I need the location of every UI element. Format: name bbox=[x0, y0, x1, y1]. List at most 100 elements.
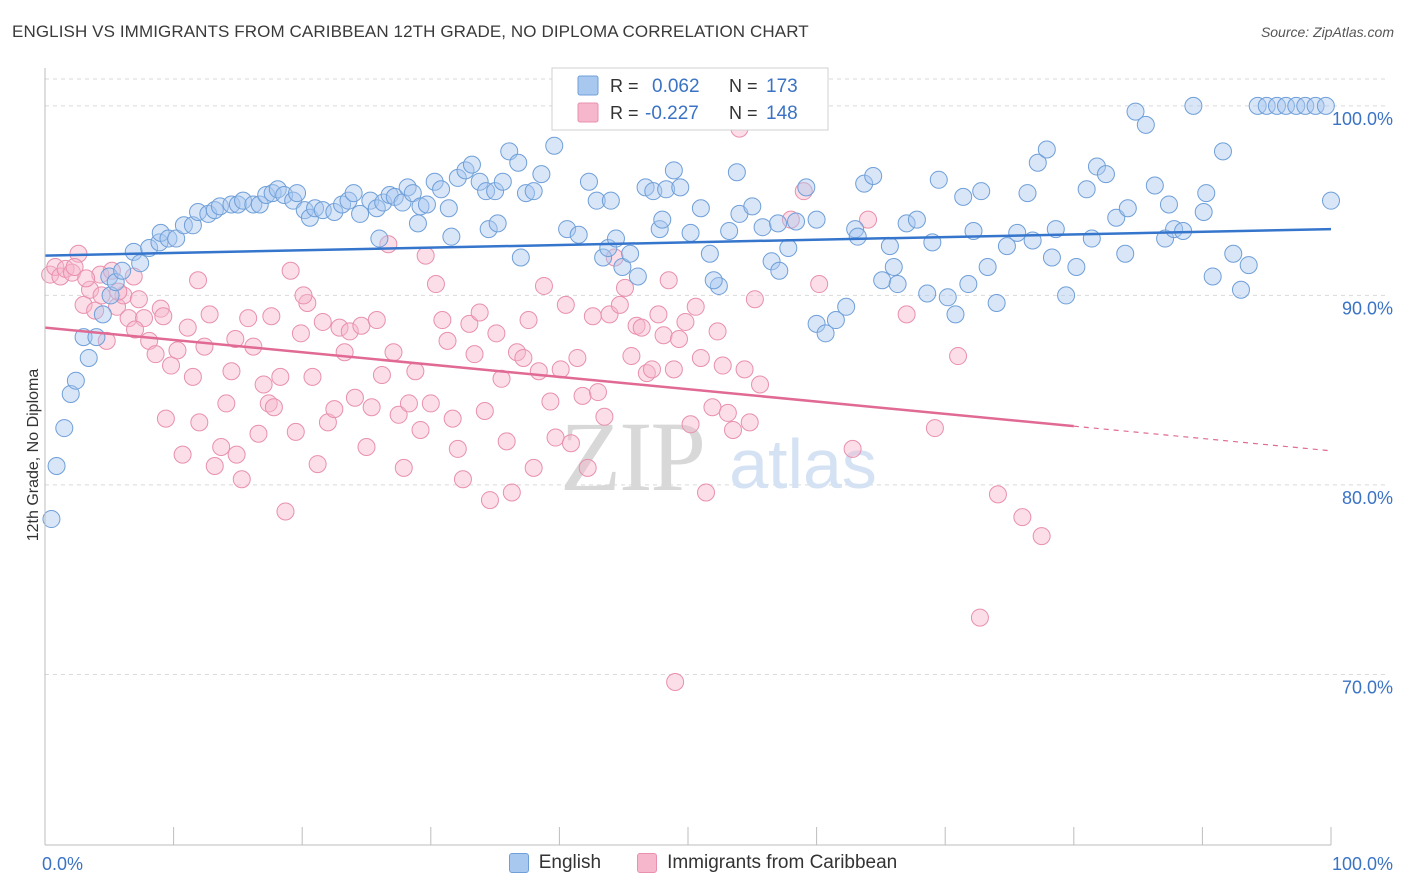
point-caribbean bbox=[406, 362, 425, 381]
point-english bbox=[462, 155, 481, 174]
point-caribbean bbox=[480, 491, 499, 510]
point-english bbox=[613, 257, 632, 276]
point-english bbox=[42, 510, 61, 529]
point-english bbox=[681, 223, 700, 242]
point-english bbox=[987, 293, 1006, 312]
point-caribbean bbox=[262, 307, 281, 326]
point-english bbox=[1194, 203, 1213, 222]
point-caribbean bbox=[666, 673, 685, 692]
point-caribbean bbox=[519, 311, 538, 330]
point-english bbox=[1239, 256, 1258, 275]
point-caribbean bbox=[168, 341, 187, 360]
point-english bbox=[183, 216, 202, 235]
point-english bbox=[1087, 157, 1106, 176]
point-english bbox=[398, 178, 417, 197]
point-english bbox=[425, 172, 444, 191]
point-caribbean bbox=[200, 305, 219, 324]
x-tick-label-min: 0.0% bbox=[42, 854, 83, 874]
point-english bbox=[846, 220, 865, 239]
point-english bbox=[1296, 96, 1315, 115]
point-english bbox=[628, 267, 647, 286]
point-english bbox=[938, 288, 957, 307]
point-english bbox=[657, 180, 676, 199]
point-caribbean bbox=[561, 434, 580, 453]
point-caribbean bbox=[664, 360, 683, 379]
point-english bbox=[1231, 280, 1250, 299]
point-english bbox=[837, 297, 856, 316]
trend-layer bbox=[44, 227, 1332, 452]
point-english bbox=[1159, 195, 1178, 214]
point-caribbean bbox=[697, 483, 716, 502]
stats-n-value-caribbean: 148 bbox=[766, 103, 798, 124]
point-caribbean bbox=[318, 413, 337, 432]
point-english bbox=[66, 371, 85, 390]
legend-label-caribbean: Immigrants from Caribbean bbox=[667, 852, 898, 873]
point-caribbean bbox=[949, 347, 968, 366]
point-caribbean bbox=[205, 456, 224, 475]
point-english bbox=[47, 456, 66, 475]
point-english bbox=[897, 214, 916, 233]
watermark-atlas: atlas bbox=[729, 425, 877, 503]
point-english bbox=[1028, 153, 1047, 172]
point-caribbean bbox=[411, 420, 430, 439]
point-caribbean bbox=[162, 356, 181, 375]
point-caribbean bbox=[713, 356, 732, 375]
point-caribbean bbox=[514, 348, 533, 367]
point-english bbox=[691, 199, 710, 218]
point-caribbean bbox=[77, 269, 96, 288]
point-caribbean bbox=[362, 398, 381, 417]
point-caribbean bbox=[421, 394, 440, 413]
point-caribbean bbox=[465, 345, 484, 364]
point-english bbox=[442, 227, 461, 246]
stats-r-label-english: R = bbox=[610, 76, 639, 96]
point-english bbox=[417, 195, 436, 214]
point-english bbox=[1116, 244, 1135, 263]
legend-item-caribbean[interactable]: Immigrants from Caribbean bbox=[637, 852, 897, 874]
stats-n-label-caribbean: N = bbox=[729, 103, 758, 123]
point-english bbox=[569, 225, 588, 244]
point-english bbox=[1136, 115, 1155, 134]
point-english bbox=[787, 212, 806, 231]
y-tick-label: 80.0% bbox=[1342, 488, 1393, 508]
point-caribbean bbox=[74, 295, 93, 314]
legend-swatch-english bbox=[508, 853, 529, 873]
point-english bbox=[579, 172, 598, 191]
point-caribbean bbox=[254, 375, 273, 394]
point-caribbean bbox=[497, 432, 516, 451]
point-english bbox=[370, 229, 389, 248]
point-english bbox=[234, 191, 253, 210]
point-english bbox=[1018, 184, 1037, 203]
point-caribbean bbox=[232, 470, 251, 489]
point-english bbox=[888, 275, 907, 294]
watermark-zip: ZIP bbox=[560, 401, 704, 512]
point-english bbox=[807, 210, 826, 229]
point-caribbean bbox=[433, 311, 452, 330]
stats-r-value-english: 0.062 bbox=[652, 76, 700, 97]
point-english bbox=[1203, 267, 1222, 286]
point-caribbean bbox=[475, 402, 494, 421]
point-english bbox=[1276, 96, 1295, 115]
point-english bbox=[61, 384, 80, 403]
point-caribbean bbox=[249, 424, 268, 443]
point-english bbox=[250, 195, 269, 214]
point-caribbean bbox=[308, 455, 327, 474]
point-english bbox=[1213, 142, 1232, 161]
point-caribbean bbox=[330, 318, 349, 337]
point-caribbean bbox=[129, 290, 148, 309]
legend-item-english[interactable]: English bbox=[508, 852, 601, 874]
axis-layer: 70.0% 80.0% 90.0% 100.0% 0.0% 100.0% bbox=[42, 68, 1393, 874]
point-english bbox=[257, 185, 276, 204]
point-english bbox=[344, 184, 363, 203]
chart-title: ENGLISH VS IMMIGRANTS FROM CARIBBEAN 12T… bbox=[12, 22, 809, 41]
point-caribbean bbox=[65, 257, 84, 276]
point-english bbox=[816, 324, 835, 343]
y-axis-title: 12th Grade, No Diploma bbox=[25, 369, 42, 542]
legend: English Immigrants from Caribbean bbox=[0, 852, 1406, 874]
point-caribbean bbox=[453, 470, 472, 489]
point-caribbean bbox=[573, 386, 592, 405]
point-english bbox=[545, 136, 564, 155]
point-english bbox=[978, 257, 997, 276]
point-caribbean bbox=[303, 367, 322, 386]
point-caribbean bbox=[487, 324, 506, 343]
